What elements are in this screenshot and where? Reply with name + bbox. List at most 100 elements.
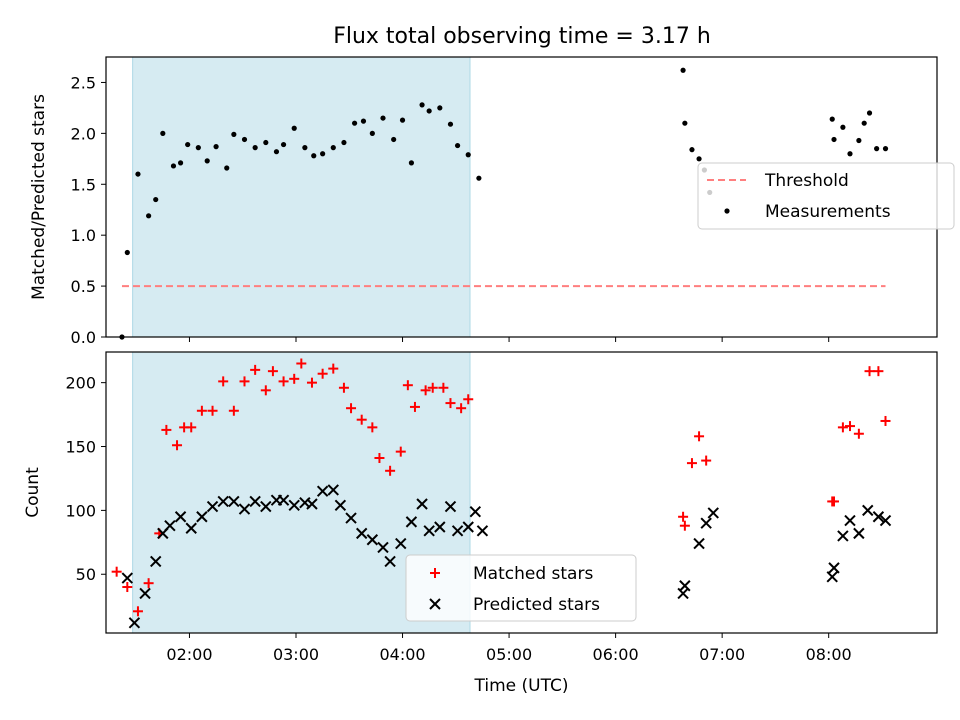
predicted-point-b — [345, 512, 357, 524]
matched-point — [122, 582, 133, 593]
predicted-point — [707, 507, 719, 519]
predicted-point — [355, 527, 368, 540]
measurement-point — [476, 175, 482, 181]
predicted-point-b — [416, 498, 428, 510]
predicted-point — [444, 500, 457, 513]
predicted-point — [288, 499, 300, 511]
legend-measurements-swatch — [724, 208, 730, 214]
legend-predicted-swatch — [429, 598, 441, 610]
y-tick-label: 1.5 — [71, 175, 96, 194]
predicted-point-b — [423, 525, 435, 537]
predicted-point-b — [469, 505, 482, 518]
matched-point — [143, 578, 154, 589]
predicted-point — [164, 520, 176, 532]
legend-frame — [405, 554, 637, 622]
predicted-point-b — [679, 580, 691, 592]
legend-measurements-label: Measurements — [765, 202, 891, 222]
measurement-point — [280, 141, 287, 148]
measurement-point — [847, 151, 853, 157]
predicted-point — [260, 500, 272, 513]
legend-predicted-swatch-b — [429, 598, 441, 610]
measurement-point — [437, 105, 443, 111]
measurement-point — [380, 115, 386, 121]
legend-threshold-label: Threshold — [764, 171, 849, 191]
predicted-point-b — [826, 571, 838, 583]
matched-point — [686, 458, 697, 469]
legend-predicted-label: Predicted stars — [473, 595, 600, 615]
measurement-point — [124, 249, 130, 256]
x-tick-label: 06:00 — [593, 645, 639, 664]
measurement-point — [351, 120, 358, 126]
matched-point — [844, 421, 855, 432]
predicted-point — [844, 514, 856, 527]
y-tick-label: 2.5 — [71, 73, 96, 92]
predicted-point-b — [277, 494, 290, 506]
measurement-point — [231, 131, 237, 137]
predicted-point — [345, 512, 357, 524]
predicted-point-b — [366, 534, 379, 546]
matched-point — [367, 422, 378, 433]
predicted-point-b — [377, 541, 389, 554]
y-tick-label: 100 — [65, 501, 96, 520]
measurement-point — [224, 165, 230, 171]
x-tick-label: 07:00 — [699, 645, 745, 664]
measurement-point — [408, 160, 415, 166]
measurement-point — [291, 125, 297, 131]
measurement-point — [861, 120, 867, 126]
predicted-point — [196, 511, 208, 523]
legend-matched-label: Matched stars — [473, 564, 593, 584]
measurement-point — [454, 142, 461, 149]
predicted-point-b — [327, 484, 339, 496]
predicted-point-b — [249, 495, 261, 508]
predicted-point-b — [206, 500, 219, 513]
predicted-point-b — [121, 572, 134, 584]
predicted-point-b — [260, 500, 272, 513]
matched-point — [837, 422, 848, 433]
predicted-point-b — [434, 521, 446, 533]
predicted-point-b — [405, 516, 418, 528]
measurement-point — [840, 124, 846, 130]
measurement-point — [391, 136, 397, 143]
predicted-point — [228, 495, 240, 508]
predicted-point-b — [334, 499, 347, 511]
measurement-point — [170, 163, 177, 169]
matched-point — [239, 376, 250, 387]
predicted-point-b — [384, 555, 396, 568]
y-tick-label: 150 — [65, 438, 96, 457]
predicted-point — [121, 572, 134, 584]
predicted-point — [174, 511, 187, 523]
matched-point — [427, 382, 438, 393]
measurement-point — [866, 110, 873, 116]
matched-point — [880, 415, 891, 426]
predicted-point-b — [879, 514, 892, 527]
predicted-point-b — [700, 517, 712, 529]
predicted-point — [679, 580, 691, 592]
matched-point — [196, 405, 207, 416]
predicted-point-b — [444, 500, 457, 513]
y-tick-label: 0.0 — [71, 328, 96, 347]
predicted-point — [476, 525, 489, 537]
y-tick-label: 1.0 — [71, 226, 96, 245]
matched-point — [172, 440, 183, 451]
measurement-point — [302, 145, 308, 151]
counts-subplot: 50 100 150 200 02:00 03:00 04:00 05:00 06:00 07:0… — [23, 351, 938, 696]
predicted-point-b — [395, 537, 407, 550]
predicted-point-b — [196, 511, 208, 523]
predicted-point — [277, 494, 290, 506]
predicted-point-b — [677, 587, 689, 600]
matched-point — [317, 368, 328, 379]
matched-point — [228, 405, 239, 416]
predicted-point — [872, 511, 885, 523]
y-tick-label: 0.5 — [71, 277, 96, 296]
matched-point — [420, 385, 431, 396]
predicted-point — [334, 499, 347, 511]
predicted-point — [462, 521, 474, 533]
predicted-point — [306, 498, 318, 510]
matched-point — [829, 496, 840, 507]
predicted-point-b — [476, 525, 489, 537]
matched-point — [186, 422, 197, 433]
matched-point — [385, 465, 396, 476]
predicted-point — [434, 521, 446, 533]
matched-point — [438, 382, 449, 393]
